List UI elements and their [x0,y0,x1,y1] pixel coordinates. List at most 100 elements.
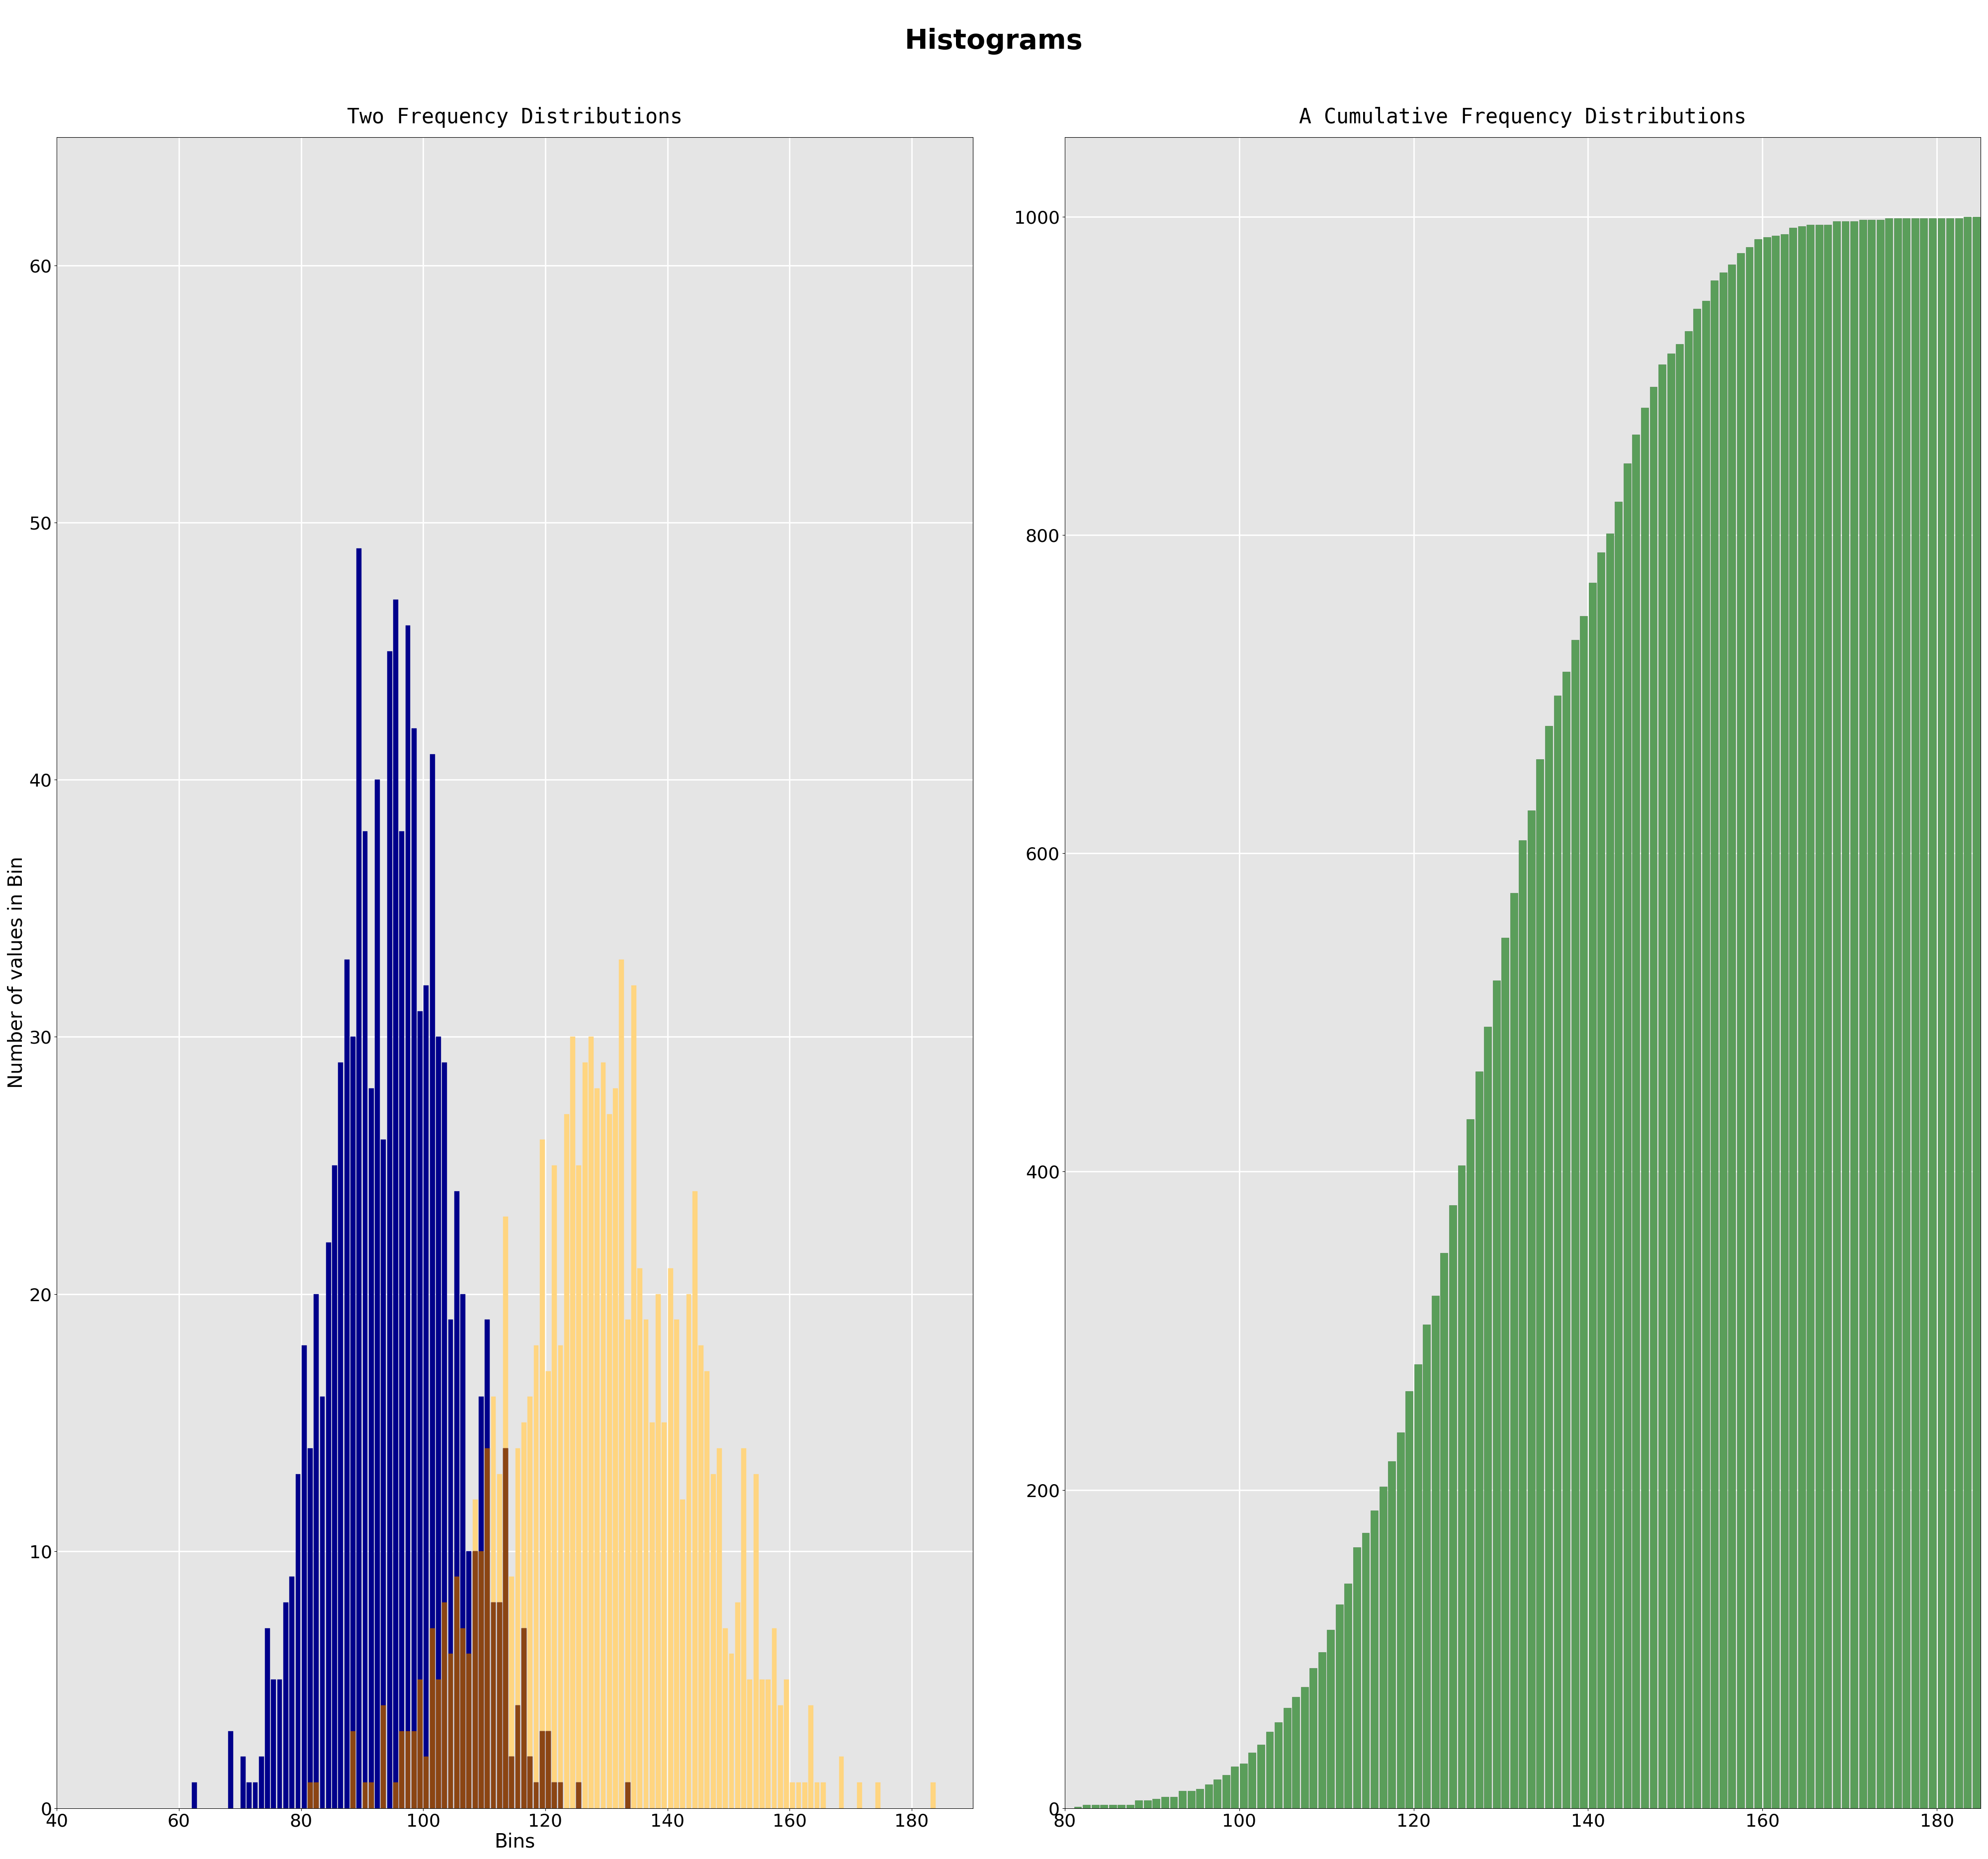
Bar [485,1448,489,1809]
Bar [1143,1800,1151,1809]
Bar [582,1063,586,1809]
Bar [503,1218,509,1809]
Bar [467,1550,471,1809]
Bar [308,1783,312,1809]
Bar [1807,225,1815,1809]
Title: Two Frequency Distributions: Two Frequency Distributions [348,106,682,128]
Bar [1946,218,1954,1809]
Bar [594,1088,600,1809]
Bar [1895,218,1901,1809]
Bar [606,1114,612,1809]
Bar [314,1783,318,1809]
Bar [429,1628,435,1809]
Bar [509,1757,515,1809]
Bar [370,1088,374,1809]
Bar [1413,1365,1421,1809]
Bar [1441,1253,1447,1809]
Bar [1650,387,1658,1809]
Bar [290,1576,294,1809]
Bar [362,1783,368,1809]
Bar [1928,218,1936,1809]
Bar [412,729,415,1809]
Bar [618,959,624,1809]
Bar [1153,1800,1159,1809]
Bar [1712,281,1718,1809]
Bar [320,1396,324,1809]
Bar [1135,1800,1143,1809]
Bar [612,1088,618,1809]
Bar [1223,1775,1231,1809]
Bar [724,1628,728,1809]
Bar [541,1140,545,1809]
Bar [1231,1766,1239,1809]
Bar [1728,264,1736,1809]
Bar [515,1448,521,1809]
Bar [314,1783,318,1809]
Bar [1658,364,1666,1809]
Bar [1982,218,1988,1809]
Bar [314,1294,318,1809]
Bar [1284,1708,1290,1809]
Bar [412,1731,415,1809]
Bar [600,1063,606,1809]
Bar [777,1705,783,1809]
Bar [503,1448,509,1809]
Bar [1475,1071,1483,1809]
Bar [789,1783,795,1809]
Bar [521,1628,527,1809]
Bar [1563,671,1571,1809]
Bar [1624,463,1630,1809]
Bar [370,1783,374,1809]
Bar [626,1783,630,1809]
Bar [229,1731,233,1809]
Bar [783,1679,789,1809]
Bar [930,1783,936,1809]
Bar [577,1783,580,1809]
Bar [1241,1764,1246,1809]
Bar [1292,1697,1300,1809]
Bar [270,1679,276,1809]
Bar [394,1783,398,1809]
Bar [638,1268,642,1809]
Bar [1859,219,1867,1809]
Bar [1187,1790,1195,1809]
Bar [771,1628,777,1809]
Bar [736,1602,740,1809]
Bar [1370,1511,1378,1809]
Bar [1920,218,1928,1809]
Bar [509,1757,515,1809]
Bar [1632,435,1640,1809]
Bar [479,1396,483,1809]
Bar [400,1731,404,1809]
Bar [332,1166,338,1809]
Bar [491,1602,495,1809]
Bar [447,1320,453,1809]
Bar [559,1783,563,1809]
Bar [527,1396,533,1809]
Bar [559,1346,563,1809]
Bar [406,1731,410,1809]
Bar [1318,1653,1326,1809]
Bar [1745,247,1753,1809]
Bar [644,1320,648,1809]
Bar [747,1679,751,1809]
Bar [553,1783,557,1809]
Bar [394,600,398,1809]
Bar [1328,1630,1334,1809]
Bar [435,1679,441,1809]
Bar [1668,353,1674,1809]
Bar [1117,1805,1125,1809]
Bar [1797,227,1805,1809]
Bar [533,1783,539,1809]
Bar [1885,218,1893,1809]
Text: Histograms: Histograms [905,28,1083,54]
Bar [370,1783,374,1809]
Bar [485,1320,489,1809]
Bar [1423,1324,1431,1809]
Bar [296,1474,300,1809]
Bar [382,1705,386,1809]
Bar [1493,980,1501,1809]
Bar [821,1783,825,1809]
Bar [485,1448,489,1809]
Bar [1815,225,1823,1809]
